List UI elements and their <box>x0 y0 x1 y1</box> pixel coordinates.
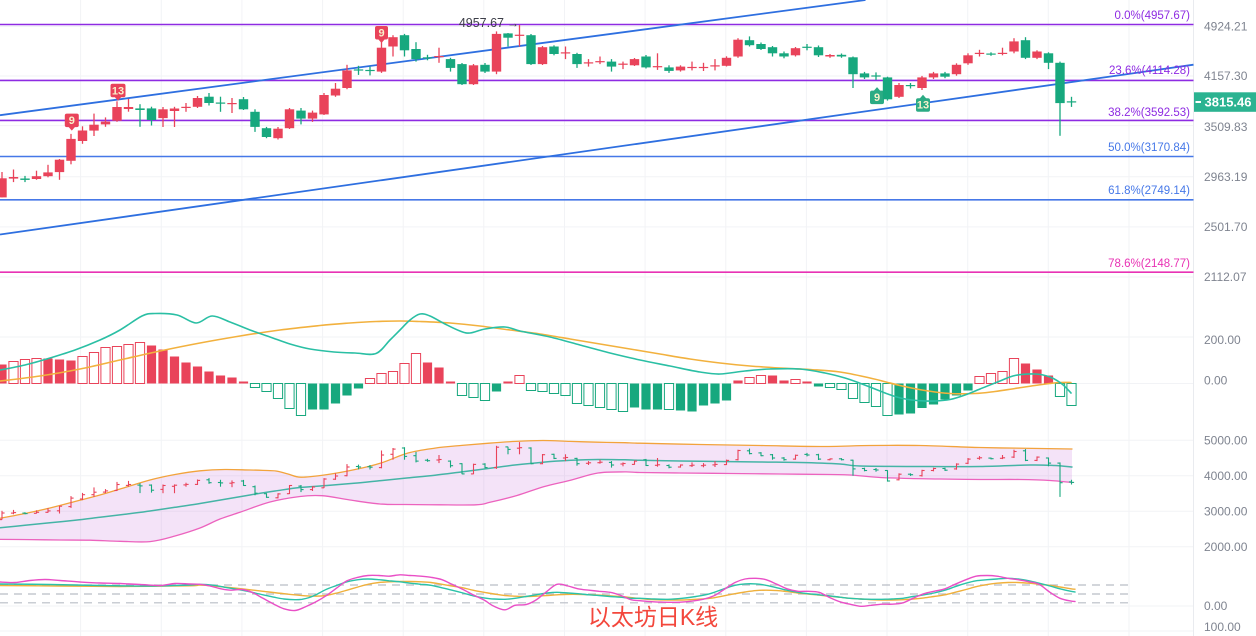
svg-text:4924.21: 4924.21 <box>1204 20 1248 34</box>
svg-text:13: 13 <box>112 85 124 97</box>
svg-text:200.00: 200.00 <box>1204 333 1241 347</box>
svg-text:9: 9 <box>69 115 75 127</box>
svg-text:61.8%(2749.14): 61.8%(2749.14) <box>1108 185 1190 197</box>
svg-text:0.00: 0.00 <box>1204 599 1228 613</box>
svg-text:50.0%(3170.84): 50.0%(3170.84) <box>1108 142 1190 154</box>
svg-text:9: 9 <box>378 28 384 40</box>
svg-text:3509.83: 3509.83 <box>1204 120 1248 134</box>
svg-text:3000.00: 3000.00 <box>1204 504 1248 518</box>
svg-text:5000.00: 5000.00 <box>1204 433 1248 447</box>
svg-text:2963.19: 2963.19 <box>1204 170 1248 184</box>
svg-text:13: 13 <box>917 100 929 112</box>
svg-text:→: → <box>507 16 519 30</box>
svg-text:100.00: 100.00 <box>1204 620 1241 634</box>
svg-text:23.6%(4114.28): 23.6%(4114.28) <box>1109 65 1190 77</box>
svg-text:4000.00: 4000.00 <box>1204 469 1248 483</box>
svg-text:78.6%(2148.77): 78.6%(2148.77) <box>1108 258 1190 270</box>
svg-text:以太坊日K线: 以太坊日K线 <box>588 604 718 630</box>
svg-text:0.0%(4957.67): 0.0%(4957.67) <box>1115 10 1191 22</box>
svg-text:2501.70: 2501.70 <box>1204 220 1248 234</box>
svg-text:4157.30: 4157.30 <box>1204 69 1248 83</box>
svg-text:2000.00: 2000.00 <box>1204 540 1248 554</box>
svg-text:3815.46: 3815.46 <box>1205 95 1252 110</box>
svg-text:38.2%(3592.53): 38.2%(3592.53) <box>1108 107 1190 119</box>
svg-text:4957.67: 4957.67 <box>459 16 504 30</box>
svg-text:2112.07: 2112.07 <box>1204 270 1247 284</box>
svg-text:0.00: 0.00 <box>1204 374 1228 388</box>
svg-text:9: 9 <box>874 92 880 104</box>
